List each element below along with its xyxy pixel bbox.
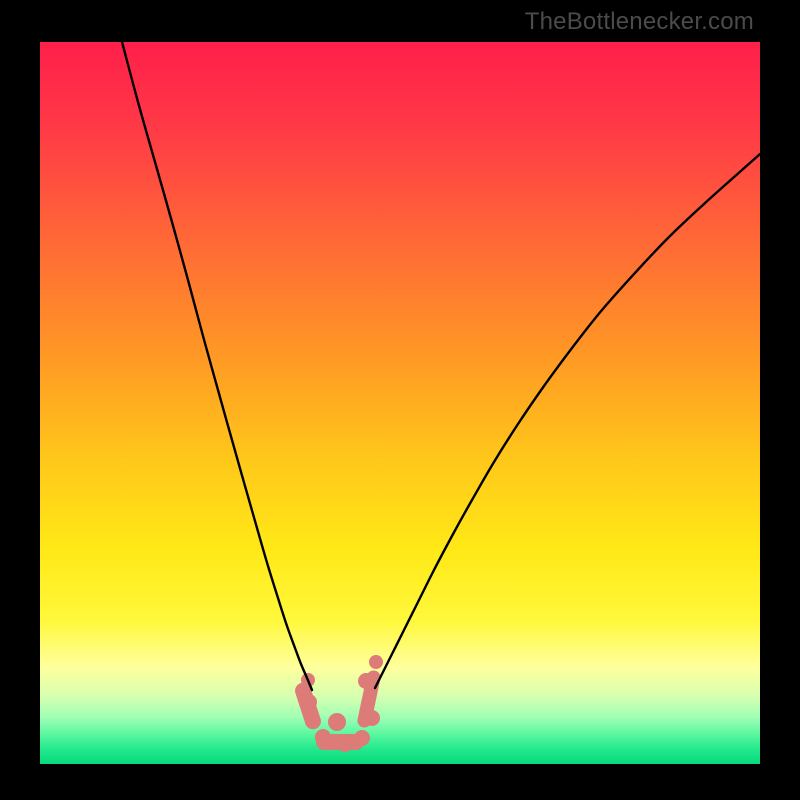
frame-bottom <box>0 764 800 800</box>
frame-left <box>0 0 40 800</box>
dip-blob-bar-left <box>293 681 323 732</box>
curve-left-branch <box>122 42 312 690</box>
dip-blob-node <box>328 713 346 731</box>
curve-right-branch <box>375 154 760 688</box>
dip-blob-node <box>369 655 383 669</box>
bottleneck-curve-svg <box>40 42 760 764</box>
watermark-text: TheBottlenecker.com <box>525 8 754 36</box>
frame-right <box>760 0 800 800</box>
chart-plot-area <box>40 42 760 764</box>
dip-overlay-blob <box>293 655 383 752</box>
dip-blob-bar <box>316 734 364 750</box>
